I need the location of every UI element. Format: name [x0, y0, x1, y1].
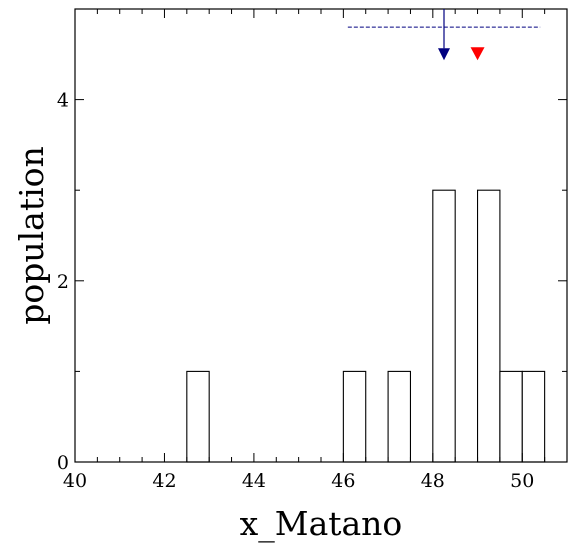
histogram-bar: [186, 370, 210, 463]
y-tick-label: 4: [57, 90, 69, 112]
x-tick-label: 42: [152, 470, 176, 492]
x-tick-label: 40: [63, 470, 87, 492]
x-tick-label: 48: [421, 470, 445, 492]
red-triangle-marker: [470, 47, 485, 61]
x-tick-label: 46: [331, 470, 355, 492]
histogram-bar: [476, 189, 501, 463]
y-axis-label: population: [12, 146, 51, 325]
marker-layer: [347, 9, 541, 61]
ticks-layer: 40 42 44 46 48 50 0 2 4: [57, 8, 568, 492]
histogram-bar: [521, 370, 546, 463]
y-tick-label: 2: [57, 271, 69, 293]
x-tick-label: 50: [510, 470, 534, 492]
x-axis-label: x_Matano: [240, 504, 403, 544]
arrow-down-marker: [438, 48, 450, 61]
histogram-bar: [432, 189, 456, 463]
histogram-bar: [387, 370, 412, 463]
x-tick-label: 44: [242, 470, 266, 492]
bars-layer: [186, 189, 546, 463]
y-tick-label: 0: [57, 452, 69, 474]
histogram-bar: [499, 370, 523, 463]
histogram-bar: [342, 370, 367, 463]
